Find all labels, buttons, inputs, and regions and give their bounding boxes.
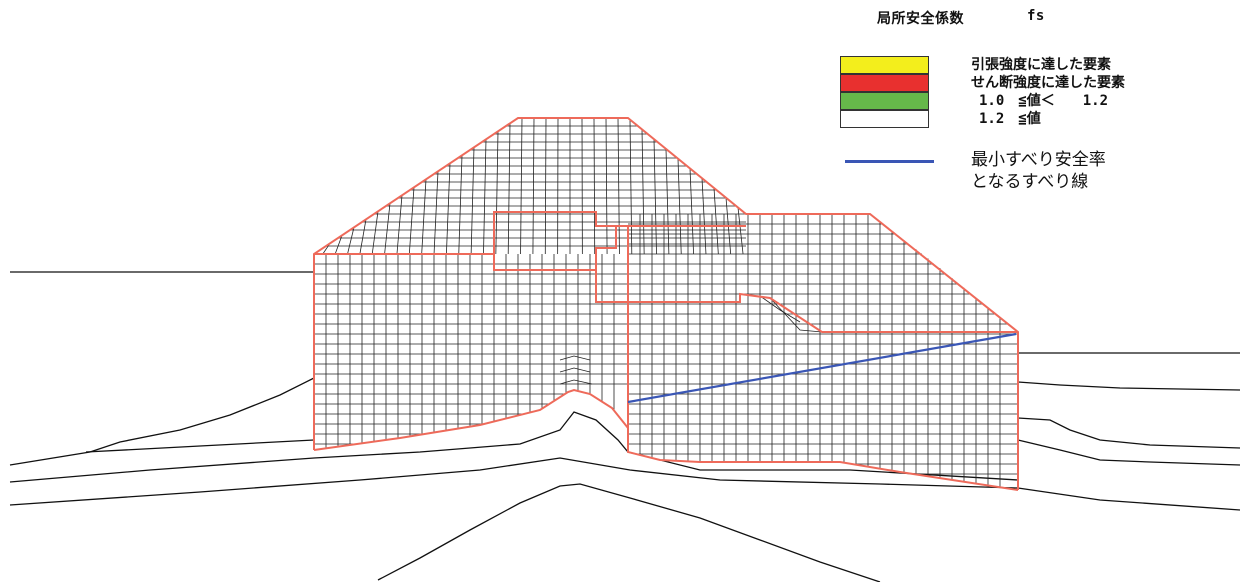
mesh-line [347, 227, 355, 255]
ground-layer-lines [9, 271, 1241, 582]
mesh-line [458, 155, 463, 255]
ground-line [9, 457, 1241, 511]
mesh-line [737, 207, 744, 255]
legend-title: 局所安全係数 [877, 11, 964, 27]
core-zone-boundary [314, 211, 617, 271]
finite-element-mesh [314, 117, 1018, 488]
mesh-line [617, 117, 620, 255]
mesh-line [701, 178, 707, 255]
ground-line [1017, 417, 1241, 449]
base-boundary [313, 388, 1019, 491]
mesh-line [641, 129, 645, 255]
mesh-line [483, 139, 487, 255]
mesh-line [713, 187, 719, 255]
outer-boundary [313, 117, 1019, 490]
swatch-range-1-0-1-2 [840, 92, 929, 110]
legend-label-range: 1.0 ≦値＜ 1.2 [979, 93, 1109, 109]
legend-symbol: fs [1027, 8, 1045, 24]
mesh-line [759, 295, 801, 323]
legend-label-tension: 引張強度に達した要素 [971, 57, 1111, 73]
minimum-slip-line [627, 332, 1017, 404]
mesh-line [653, 139, 657, 255]
mesh-line [593, 117, 596, 255]
swatch-shear [840, 74, 929, 92]
zone-boundaries [313, 117, 1019, 491]
legend-slip-line-sample [845, 160, 934, 163]
filter-zone-boundary [595, 270, 1018, 333]
mesh-line [605, 117, 608, 255]
swatch-over-1-2 [840, 110, 929, 128]
mesh-line [677, 158, 682, 255]
mesh-line [689, 168, 694, 255]
mesh-line [665, 148, 670, 255]
mesh-line [544, 117, 547, 255]
legend-label-shear: せん断強度に達した要素 [971, 75, 1125, 91]
ground-line [377, 483, 881, 582]
legend-label-over: 1.2 ≦値 [979, 111, 1041, 127]
mesh-line [559, 379, 593, 385]
mesh-line [507, 123, 511, 255]
mesh-line [559, 355, 591, 361]
mesh-line [520, 117, 523, 255]
mesh-line [559, 367, 591, 373]
mesh-line [396, 195, 403, 255]
ground-line [9, 411, 1019, 483]
mesh-line [470, 147, 475, 255]
mesh-line [384, 203, 391, 255]
mesh-line [433, 171, 439, 255]
mesh-line [359, 219, 367, 255]
ground-line [85, 439, 315, 453]
ground-line [1017, 381, 1241, 391]
swatch-tension [840, 56, 929, 74]
mesh-line [408, 187, 415, 255]
mesh-line [495, 131, 499, 255]
ground-line [1017, 439, 1241, 466]
legend-slip-label-line1: 最小すべり安全率 [971, 150, 1106, 170]
legend: 局所安全係数 fs 引張強度に達した要素 せん断強度に達した要素 1.0 ≦値＜… [0, 0, 1255, 230]
mesh-line [532, 117, 535, 255]
mesh-line [739, 293, 823, 333]
mesh-line [371, 211, 379, 255]
mesh-line [446, 163, 451, 255]
ground-line [9, 377, 315, 466]
mesh-line [629, 119, 633, 255]
legend-slip-label-line2: となるすべり線 [971, 172, 1089, 192]
mesh-line [334, 235, 343, 255]
mesh-line [421, 179, 427, 255]
